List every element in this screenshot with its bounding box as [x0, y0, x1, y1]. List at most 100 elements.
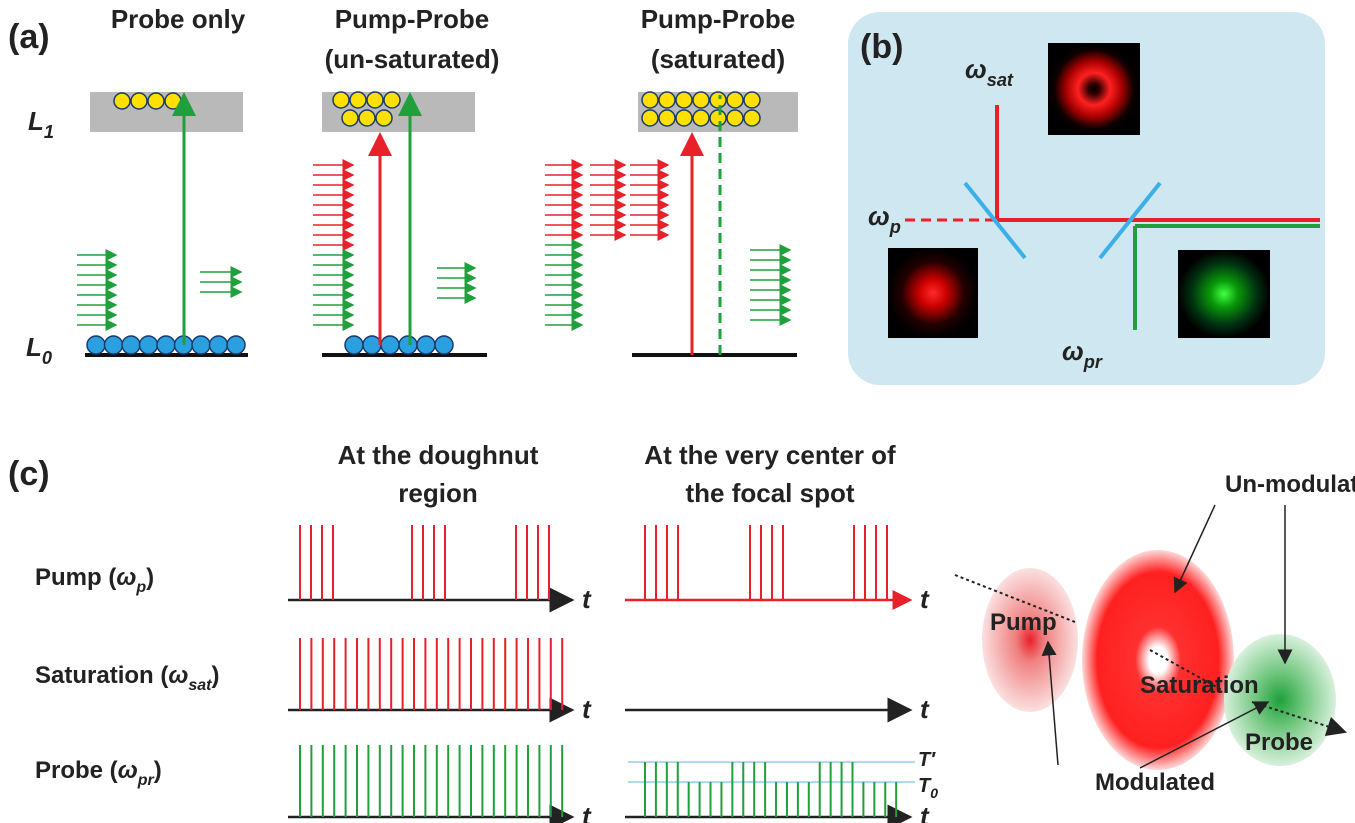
row-name: Pump ( [35, 564, 116, 591]
level-label-sub: 0 [42, 348, 52, 368]
panel-label: (a) [8, 18, 50, 56]
level-label-sub: 0 [930, 785, 938, 801]
ground-electron [210, 336, 228, 354]
row-label: Probe (ωpr) [35, 757, 162, 789]
beam-label-base: ω [1062, 336, 1084, 366]
excited-electron [727, 92, 743, 108]
row-close: ) [154, 757, 162, 784]
column-heading: At the very center of [644, 440, 896, 470]
level-label: T′ [918, 749, 936, 771]
doughnut-image [1048, 43, 1140, 135]
ground-electron [192, 336, 210, 354]
excited-electron [710, 92, 726, 108]
column-title: (saturated) [651, 44, 785, 74]
column-title: Pump-Probe [335, 4, 490, 34]
ground-electron [122, 336, 140, 354]
excited-electron [384, 92, 400, 108]
ground-electron [435, 336, 453, 354]
ground-electron [399, 336, 417, 354]
column-heading: region [398, 478, 477, 508]
column-heading: the focal spot [685, 478, 854, 508]
column-title: Pump-Probe [641, 4, 796, 34]
excited-electron [693, 110, 709, 126]
level-label-base: L [26, 332, 42, 362]
ground-electron [87, 336, 105, 354]
ground-electron [157, 336, 175, 354]
excited-electron [367, 92, 383, 108]
excited-electron [131, 93, 147, 109]
excited-electron [642, 92, 658, 108]
pump-spot-image [888, 248, 978, 338]
beam-label-sub: p [889, 217, 901, 237]
figure: (a) Probe only Pump-Probe (un-saturated) Pum… [0, 0, 1355, 823]
excited-electron [148, 93, 164, 109]
ground-electron [227, 336, 245, 354]
beam-label-base: ω [868, 201, 890, 231]
row-sub: pr [137, 772, 155, 789]
excited-electron [710, 110, 726, 126]
row-label: Saturation (ωsat) [35, 662, 220, 694]
excited-electron [744, 92, 760, 108]
time-label: t [920, 584, 930, 614]
spot-label: Pump [990, 609, 1057, 636]
column-title: Probe only [111, 4, 246, 34]
row-symbol: ω [116, 564, 136, 591]
excited-electron [333, 92, 349, 108]
time-label: t [582, 801, 592, 823]
time-label: t [582, 694, 592, 724]
beam-label-sub: sat [987, 70, 1014, 90]
ground-electron [140, 336, 158, 354]
excited-electron [342, 110, 358, 126]
time-label: t [920, 694, 930, 724]
excited-electron [659, 110, 675, 126]
row-name: Probe ( [35, 757, 118, 784]
beam-label-sub: pr [1083, 352, 1103, 372]
row-close: ) [212, 662, 220, 689]
excited-electron [359, 110, 375, 126]
excited-electron [744, 110, 760, 126]
level-label: L1 [28, 106, 54, 142]
annotation: Modulated [1095, 769, 1215, 796]
ground-electron [417, 336, 435, 354]
time-label: t [582, 584, 592, 614]
row-name: Saturation ( [35, 662, 168, 689]
time-label: t [920, 801, 930, 823]
excited-electron [676, 92, 692, 108]
excited-electron [165, 93, 181, 109]
excited-electron [693, 92, 709, 108]
level-label-base: L [28, 106, 44, 136]
column-title: (un-saturated) [325, 44, 500, 74]
excited-electron [659, 92, 675, 108]
row-symbol: ω [168, 662, 188, 689]
saturation-spot [1082, 550, 1234, 770]
beam-label-base: ω [965, 54, 987, 84]
probe-spot-image [1178, 250, 1270, 338]
excited-electron [676, 110, 692, 126]
panel-label: (b) [860, 28, 903, 66]
spot-label: Saturation [1140, 672, 1259, 699]
level-label-sub: 1 [44, 122, 54, 142]
excited-electron [642, 110, 658, 126]
excited-electron [114, 93, 130, 109]
excited-electron [727, 110, 743, 126]
spot-label: Probe [1245, 729, 1313, 756]
pump-spot [982, 568, 1078, 712]
level-label: T0 [918, 775, 938, 801]
level-label: L0 [26, 332, 52, 368]
panel-label: (c) [8, 455, 50, 493]
level-label-base: T′ [918, 749, 936, 771]
row-close: ) [146, 564, 154, 591]
column-heading: At the doughnut [338, 440, 539, 470]
excited-electron [376, 110, 392, 126]
excited-electron [350, 92, 366, 108]
ground-electron [363, 336, 381, 354]
row-sub: sat [188, 677, 212, 694]
page: {"panel_a": {"label": "(a)", "columns": … [0, 0, 1355, 823]
ground-electron [345, 336, 363, 354]
row-label: Pump (ωp) [35, 564, 154, 596]
annotation: Un-modulated [1225, 471, 1355, 498]
row-sub: p [135, 579, 146, 596]
ground-electron [105, 336, 123, 354]
row-symbol: ω [118, 757, 138, 784]
ground-electron [381, 336, 399, 354]
